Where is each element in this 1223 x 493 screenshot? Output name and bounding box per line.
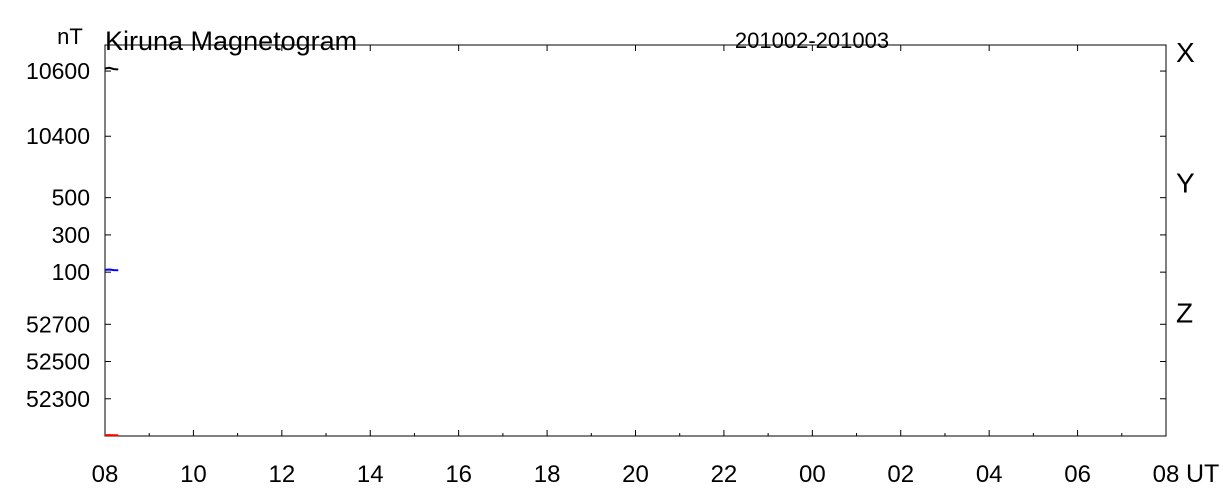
y-tick-label: 300 <box>52 222 90 248</box>
x-tick-label: 04 <box>976 461 1003 488</box>
x-tick-label: 20 <box>622 461 649 488</box>
y-unit-label: nT <box>57 24 83 49</box>
x-tick-label: 18 <box>534 461 561 488</box>
x-tick-label: 10 <box>180 461 207 488</box>
x-tick-label: 06 <box>1064 461 1091 488</box>
x-tick-label: 08 <box>1153 461 1180 488</box>
x-tick-label: 00 <box>799 461 826 488</box>
y-tick-label: 10400 <box>26 123 90 149</box>
x-axis: 08 10 12 14 16 18 20 22 00 02 04 06 08 <box>92 45 1180 488</box>
component-labels: X Y Z <box>1176 37 1195 329</box>
series-line-y <box>104 268 119 272</box>
component-label-x: X <box>1176 37 1195 68</box>
component-label-z: Z <box>1176 298 1193 329</box>
series-group <box>104 66 119 437</box>
y-tick-label: 500 <box>52 185 90 211</box>
y-tick-label: 52500 <box>26 349 90 375</box>
y-tick-label: 10600 <box>26 58 90 84</box>
x-tick-label: 12 <box>268 461 295 488</box>
chart-title: Kiruna Magnetogram <box>105 26 357 56</box>
x-tick-label: 02 <box>887 461 914 488</box>
x-tick-label: 22 <box>711 461 738 488</box>
x-tick-label: 14 <box>357 461 384 488</box>
series-line-x <box>104 66 119 71</box>
component-label-y: Y <box>1176 167 1195 198</box>
y-tick-label: 52300 <box>26 386 90 412</box>
y-tick-label: 100 <box>52 259 90 285</box>
y-axis: 10400 10600 100 300 500 52300 52500 52700 <box>26 58 1166 412</box>
x-tick-label: 08 <box>92 461 119 488</box>
x-unit-label: UT <box>1186 460 1219 488</box>
y-tick-label: 52700 <box>26 311 90 337</box>
x-tick-label: 16 <box>445 461 472 488</box>
